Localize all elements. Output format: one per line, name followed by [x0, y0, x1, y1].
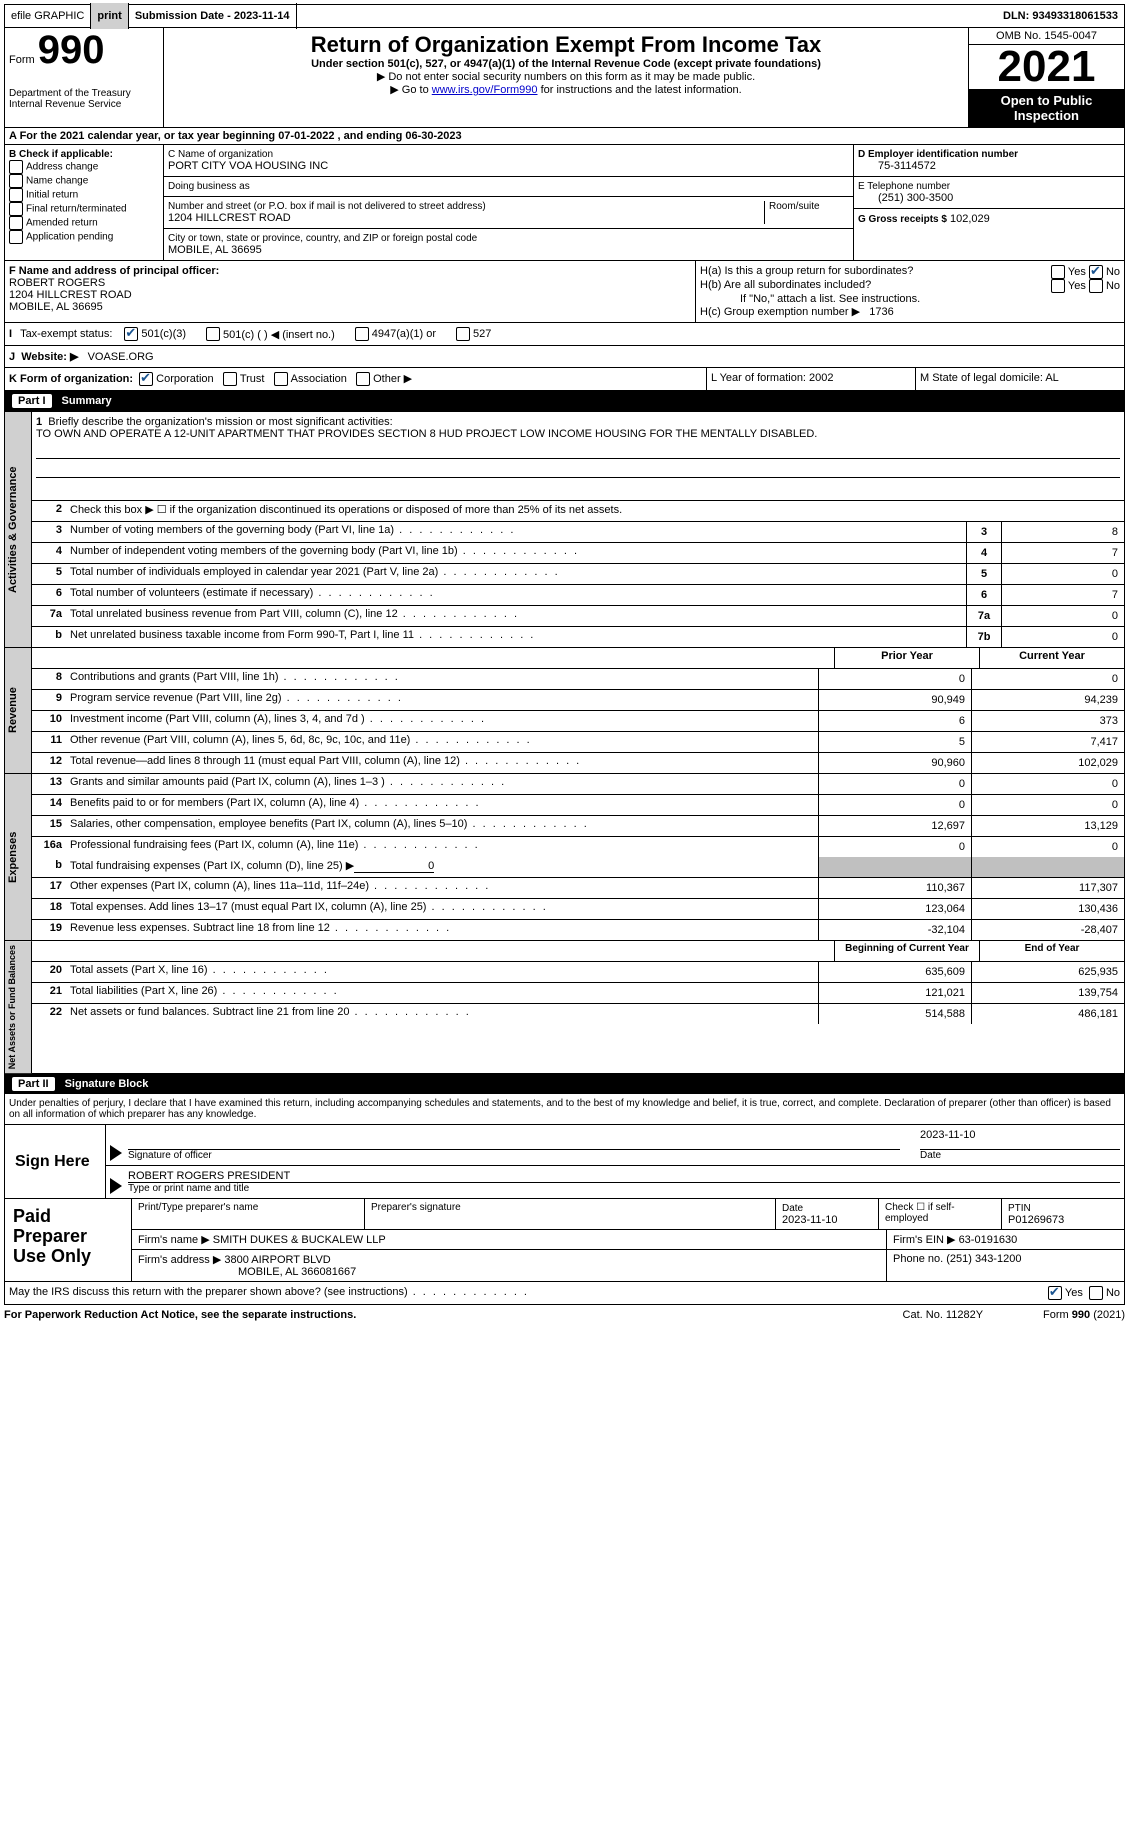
entity-block: B Check if applicable: Address change Na… — [4, 145, 1125, 261]
paid-preparer-label: Paid Preparer Use Only — [5, 1199, 131, 1281]
paid-preparer: Paid Preparer Use Only Print/Type prepar… — [5, 1198, 1124, 1281]
summary-row: 6 Total number of volunteers (estimate i… — [32, 585, 1124, 606]
summary-row: 17 Other expenses (Part IX, column (A), … — [32, 878, 1124, 899]
form-organization-row: K Form of organization: Corporation Trus… — [4, 368, 1125, 391]
summary-expenses: Expenses 13 Grants and similar amounts p… — [4, 774, 1125, 941]
section-f-h: F Name and address of principal officer:… — [4, 261, 1125, 323]
discuss-no[interactable] — [1089, 1286, 1103, 1300]
discuss-yes[interactable] — [1048, 1286, 1062, 1300]
submission-date: Submission Date - 2023-11-14 — [129, 3, 297, 29]
sig-date: 2023-11-10 — [920, 1129, 1120, 1150]
year-formation: L Year of formation: 2002 — [707, 368, 916, 390]
summary-row: 16a Professional fundraising fees (Part … — [32, 837, 1124, 857]
side-tab-netassets: Net Assets or Fund Balances — [5, 941, 32, 1073]
subtitle-3: ▶ Go to www.irs.gov/Form990 for instruct… — [168, 83, 964, 96]
summary-row: 5 Total number of individuals employed i… — [32, 564, 1124, 585]
summary-row: 19 Revenue less expenses. Subtract line … — [32, 920, 1124, 940]
tax-year: 2021 — [969, 45, 1124, 89]
column-b: B Check if applicable: Address change Na… — [5, 145, 164, 260]
officer-name: ROBERT ROGERS — [9, 277, 691, 289]
website-value: VOASE.ORG — [88, 351, 154, 363]
ein: 75-3114572 — [858, 160, 1120, 172]
dln: DLN: 93493318061533 — [997, 3, 1124, 29]
501c3-checkbox[interactable] — [124, 327, 138, 341]
summary-row: 13 Grants and similar amounts paid (Part… — [32, 774, 1124, 795]
dept-treasury: Department of the Treasury — [9, 88, 159, 99]
summary-row: 8 Contributions and grants (Part VIII, l… — [32, 669, 1124, 690]
irs-link[interactable]: www.irs.gov/Form990 — [432, 84, 538, 96]
side-tab-revenue: Revenue — [5, 648, 32, 773]
discuss-question: May the IRS discuss this return with the… — [9, 1286, 1048, 1300]
summary-netassets: Net Assets or Fund Balances Beginning of… — [4, 941, 1125, 1074]
arrow-icon — [110, 1145, 122, 1161]
subtitle-2: ▶ Do not enter social security numbers o… — [168, 70, 964, 83]
summary-row: 21 Total liabilities (Part X, line 26) 1… — [32, 983, 1124, 1004]
form-number: 990 — [38, 28, 105, 72]
ptin: P01269673 — [1008, 1214, 1064, 1226]
summary-row: 7a Total unrelated business revenue from… — [32, 606, 1124, 627]
summary-row: 18 Total expenses. Add lines 13–17 (must… — [32, 899, 1124, 920]
summary-row: 15 Salaries, other compensation, employe… — [32, 816, 1124, 837]
print-button[interactable]: print — [91, 3, 128, 29]
state-domicile: M State of legal domicile: AL — [916, 368, 1124, 390]
summary-row: 10 Investment income (Part VIII, column … — [32, 711, 1124, 732]
subtitle-1: Under section 501(c), 527, or 4947(a)(1)… — [168, 58, 964, 70]
part-2-header: Part II Signature Block — [4, 1074, 1125, 1094]
form-word: Form — [9, 54, 35, 66]
summary-row: 3 Number of voting members of the govern… — [32, 522, 1124, 543]
summary-row: 22 Net assets or fund balances. Subtract… — [32, 1004, 1124, 1024]
column-de: D Employer identification number 75-3114… — [854, 145, 1124, 260]
officer-name-title: ROBERT ROGERS PRESIDENT — [128, 1170, 1120, 1183]
firm-ein: 63-0191630 — [959, 1234, 1018, 1246]
efile-label: efile GRAPHIC — [5, 3, 91, 29]
open-public: Open to Public Inspection — [969, 89, 1124, 127]
signature-declaration: Under penalties of perjury, I declare th… — [5, 1094, 1124, 1124]
arrow-icon — [110, 1178, 122, 1194]
summary-row: 12 Total revenue—add lines 8 through 11 … — [32, 753, 1124, 773]
phone: (251) 300-3500 — [858, 192, 1120, 204]
irs-label: Internal Revenue Service — [9, 99, 159, 110]
main-title: Return of Organization Exempt From Incom… — [168, 32, 964, 58]
summary-row: 14 Benefits paid to or for members (Part… — [32, 795, 1124, 816]
summary-revenue: Revenue Prior Year Current Year 8 Contri… — [4, 648, 1125, 774]
firm-name: SMITH DUKES & BUCKALEW LLP — [213, 1234, 386, 1246]
form-header: Form 990 Department of the Treasury Inte… — [4, 28, 1125, 128]
column-c: C Name of organization PORT CITY VOA HOU… — [164, 145, 854, 260]
part-1-header: Part I Summary — [4, 391, 1125, 411]
gross-receipts: 102,029 — [950, 213, 990, 225]
tax-exempt-status: I Tax-exempt status: 501(c)(3) 501(c) ( … — [4, 323, 1125, 346]
firm-phone: (251) 343-1200 — [946, 1253, 1021, 1265]
top-bar: efile GRAPHIC print Submission Date - 20… — [4, 4, 1125, 28]
mission-text: TO OWN AND OPERATE A 12-UNIT APARTMENT T… — [36, 428, 817, 440]
side-tab-expenses: Expenses — [5, 774, 32, 940]
website-row: J Website: ▶ VOASE.ORG — [4, 346, 1125, 368]
sign-here-label: Sign Here — [5, 1125, 106, 1198]
summary-row: 11 Other revenue (Part VIII, column (A),… — [32, 732, 1124, 753]
summary-row: 9 Program service revenue (Part VIII, li… — [32, 690, 1124, 711]
summary-row: 20 Total assets (Part X, line 16) 635,60… — [32, 962, 1124, 983]
org-name: PORT CITY VOA HOUSING INC — [168, 160, 849, 172]
page-footer: For Paperwork Reduction Act Notice, see … — [4, 1305, 1125, 1325]
side-tab-governance: Activities & Governance — [5, 412, 32, 647]
summary-row: 4 Number of independent voting members o… — [32, 543, 1124, 564]
org-city: MOBILE, AL 36695 — [168, 244, 849, 256]
org-street: 1204 HILLCREST ROAD — [168, 212, 760, 224]
group-exemption: 1736 — [869, 306, 893, 318]
signature-block: Under penalties of perjury, I declare th… — [4, 1094, 1125, 1305]
summary-row: b Net unrelated business taxable income … — [32, 627, 1124, 647]
section-a: A For the 2021 calendar year, or tax yea… — [4, 128, 1125, 145]
summary-governance: Activities & Governance 1 Briefly descri… — [4, 411, 1125, 648]
